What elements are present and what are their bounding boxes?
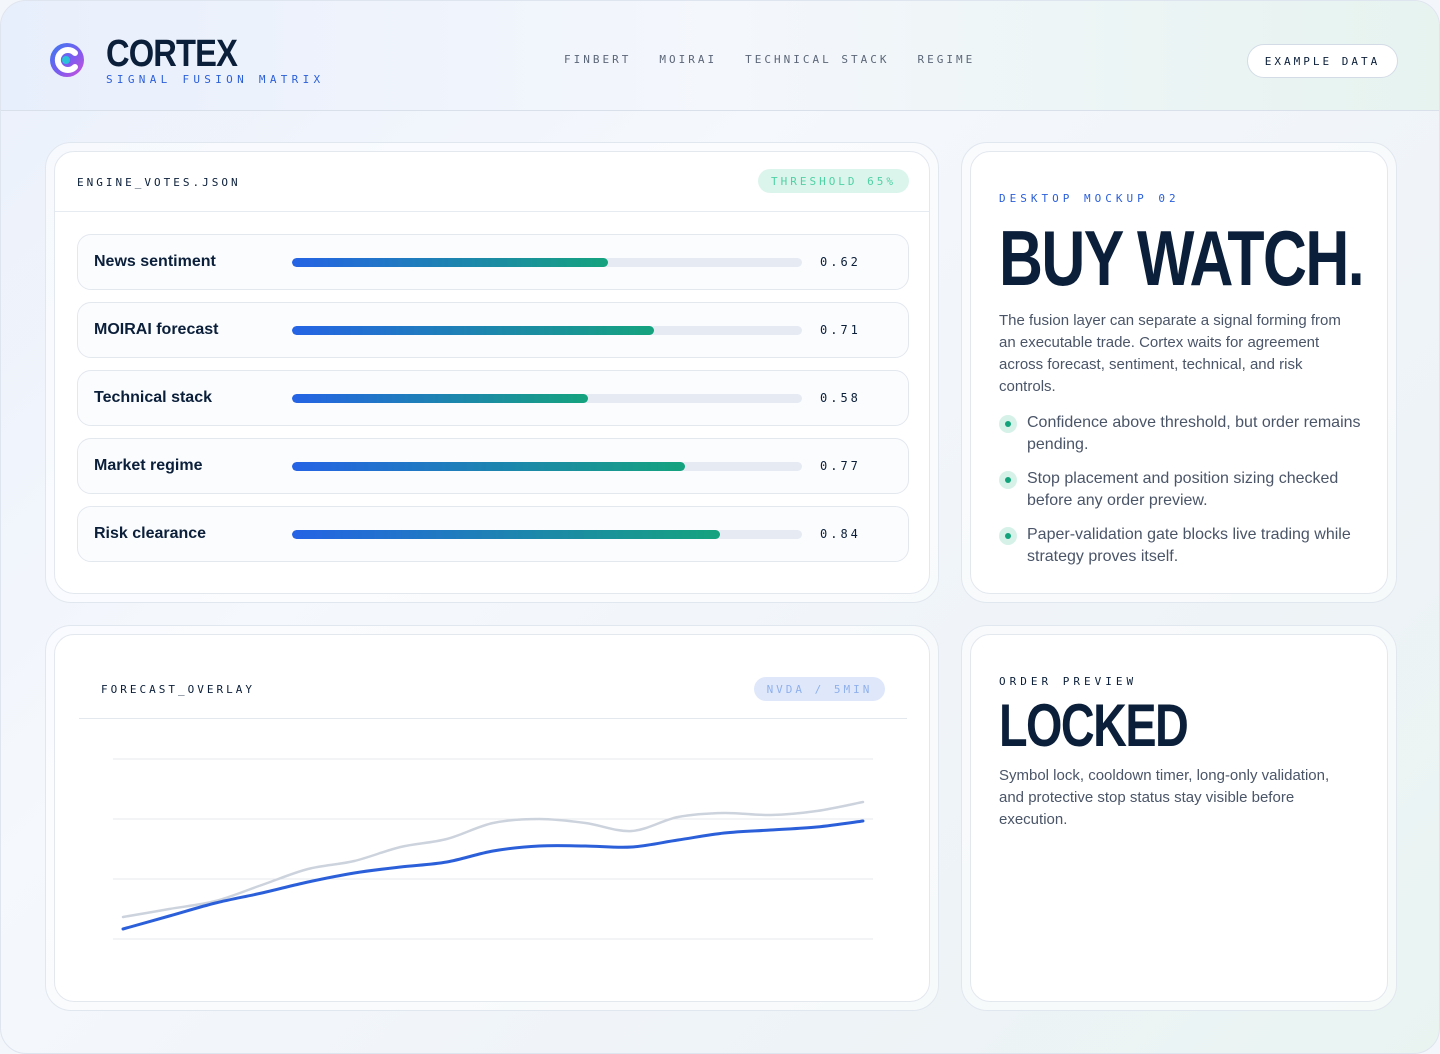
checklist-text: Stop placement and position sizing check… (1027, 470, 1339, 509)
symbol-timeframe-badge: NVDA / 5MIN (754, 677, 885, 701)
check-dot-icon (999, 471, 1017, 489)
vote-value: 0.58 (820, 391, 861, 405)
nav-regime[interactable]: REGIME (917, 53, 976, 66)
chart-series-line-gray (121, 800, 865, 919)
chart-series-line-blue (121, 819, 865, 931)
vote-bar-track (292, 462, 802, 471)
brand-subtitle: SIGNAL FUSION MATRIX (106, 73, 325, 86)
forecast-divider (79, 718, 907, 719)
engine-votes-card: ENGINE_VOTES.JSON THRESHOLD 65% News sen… (45, 142, 939, 603)
vote-row-moirai-forecast: MOIRAI forecast 0.71 (77, 302, 909, 358)
vote-row-market-regime: Market regime 0.77 (77, 438, 909, 494)
vote-row-risk-clearance: Risk clearance 0.84 (77, 506, 909, 562)
vote-label: Technical stack (94, 389, 212, 406)
vote-bar-track (292, 394, 802, 403)
signal-summary-panel: DESKTOP MOCKUP 02 BUY WATCH. The fusion … (970, 151, 1388, 594)
order-preview-panel: ORDER PREVIEW LOCKED Symbol lock, cooldo… (970, 634, 1388, 1002)
top-header: CORTEX SIGNAL FUSION MATRIX FINBERT MOIR… (1, 1, 1439, 111)
threshold-badge: THRESHOLD 65% (758, 169, 909, 193)
vote-bar-fill (292, 462, 685, 471)
vote-row-technical-stack: Technical stack 0.58 (77, 370, 909, 426)
cortex-logo-icon (50, 43, 84, 77)
checklist-text: Confidence above threshold, but order re… (1027, 414, 1361, 453)
nav-technical-stack[interactable]: TECHNICAL STACK (745, 53, 890, 66)
vote-label: Risk clearance (94, 525, 207, 542)
nav-finbert[interactable]: FINBERT (564, 53, 632, 66)
brand-name: CORTEX (106, 33, 238, 75)
nav-moirai[interactable]: MOIRAI (659, 53, 718, 66)
vote-bar-fill (292, 326, 655, 335)
vote-bar-track (292, 326, 802, 335)
vote-bar-fill (292, 258, 609, 267)
summary-body: The fusion layer can separate a signal f… (999, 312, 1341, 395)
forecast-chart (113, 758, 873, 940)
forecast-overlay-card: FORECAST_OVERLAY NVDA / 5MIN (45, 625, 939, 1011)
signal-summary-card: DESKTOP MOCKUP 02 BUY WATCH. The fusion … (961, 142, 1397, 603)
summary-headline: BUY WATCH. (999, 214, 1365, 302)
forecast-title: FORECAST_OVERLAY (101, 683, 255, 696)
order-eyebrow: ORDER PREVIEW (999, 675, 1138, 688)
vote-bar-track (292, 530, 802, 539)
engine-votes-title: ENGINE_VOTES.JSON (77, 176, 241, 189)
engine-votes-panel: ENGINE_VOTES.JSON THRESHOLD 65% News sen… (54, 151, 930, 594)
forecast-overlay-panel: FORECAST_OVERLAY NVDA / 5MIN (54, 634, 930, 1002)
vote-row-news-sentiment: News sentiment 0.62 (77, 234, 909, 290)
main-nav: FINBERT MOIRAI TECHNICAL STACK REGIME (564, 53, 1003, 66)
summary-eyebrow: DESKTOP MOCKUP 02 (999, 192, 1180, 205)
check-dot-icon (999, 415, 1017, 433)
vote-value: 0.71 (820, 323, 861, 337)
example-data-button[interactable]: EXAMPLE DATA (1247, 44, 1398, 78)
check-dot-icon (999, 527, 1017, 545)
vote-label: Market regime (94, 457, 203, 474)
checklist-text: Paper-validation gate blocks live tradin… (1027, 526, 1351, 565)
vote-bar-track (292, 258, 802, 267)
order-preview-card: ORDER PREVIEW LOCKED Symbol lock, cooldo… (961, 625, 1397, 1011)
vote-label: News sentiment (94, 253, 216, 270)
engine-votes-header: ENGINE_VOTES.JSON THRESHOLD 65% (55, 152, 929, 212)
order-body: Symbol lock, cooldown timer, long-only v… (999, 767, 1330, 828)
order-headline: LOCKED (999, 692, 1189, 759)
vote-value: 0.77 (820, 459, 861, 473)
vote-label: MOIRAI forecast (94, 321, 219, 338)
vote-value: 0.62 (820, 255, 861, 269)
vote-bar-fill (292, 530, 721, 539)
vote-value: 0.84 (820, 527, 861, 541)
vote-bar-fill (292, 394, 588, 403)
